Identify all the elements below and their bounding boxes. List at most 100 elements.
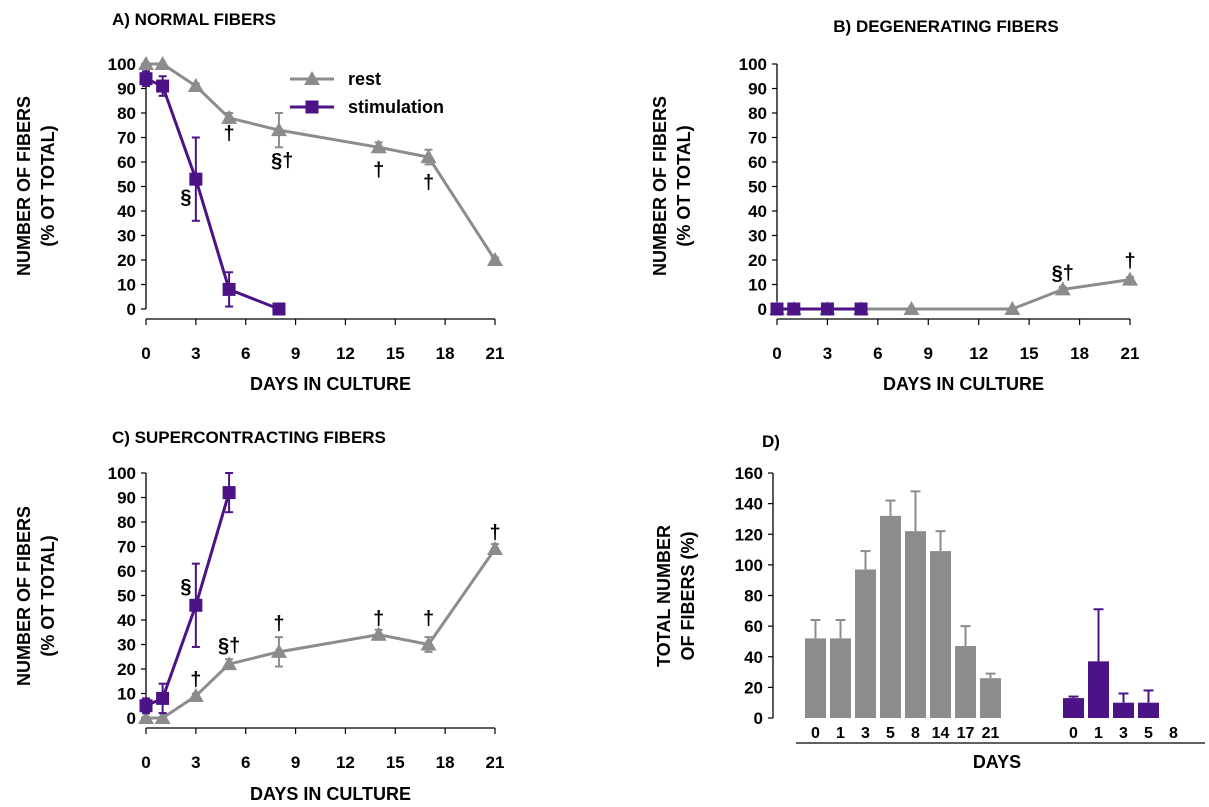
y-tick-label: 80 (744, 587, 763, 606)
y-tick-label: 30 (117, 227, 136, 246)
bar (1063, 698, 1084, 718)
y-tick-label: 100 (108, 464, 136, 483)
significance-mark: § (180, 576, 191, 598)
x-tick-label: 18 (1070, 344, 1089, 363)
y-tick-label: 120 (735, 525, 763, 544)
x-category-label: 1 (1094, 725, 1103, 742)
significance-mark: §† (218, 635, 240, 657)
y-tick-label: 60 (748, 153, 767, 172)
triangle-marker (138, 56, 154, 70)
square-marker (156, 691, 170, 705)
triangle-marker (138, 710, 154, 724)
bar (930, 551, 951, 718)
x-category-label: 8 (911, 725, 920, 742)
triangle-marker (1054, 281, 1071, 296)
y-tick-label: 10 (748, 276, 767, 295)
y-tick-label: 140 (735, 495, 763, 514)
y-axis-label: (% OT TOTAL) (38, 535, 58, 656)
x-tick-label: 21 (486, 753, 505, 772)
triangle-marker (221, 109, 238, 124)
y-axis-label: TOTAL NUMBER (654, 525, 674, 667)
y-tick-label: 0 (127, 709, 136, 728)
x-tick-label: 6 (241, 344, 250, 363)
triangle-marker (487, 540, 503, 555)
y-tick-label: 70 (117, 538, 136, 557)
square-marker (222, 282, 236, 296)
triangle-marker (187, 78, 204, 93)
y-tick-label: 90 (117, 80, 136, 99)
legend-label: stimulation (348, 97, 444, 117)
y-axis-label: NUMBER OF FIBERS (650, 96, 670, 276)
y-tick-label: 40 (117, 611, 136, 630)
x-tick-label: 3 (191, 753, 200, 772)
legend-label: rest (348, 69, 381, 89)
x-tick-label: 15 (386, 753, 405, 772)
square-marker (787, 302, 801, 316)
y-tick-label: 0 (127, 300, 136, 319)
y-tick-label: 60 (117, 562, 136, 581)
triangle-marker (420, 636, 437, 651)
square-marker (139, 72, 153, 86)
chart-title: B) DEGENERATING FIBERS (833, 17, 1058, 36)
y-tick-label: 0 (758, 300, 767, 319)
square-marker (189, 172, 203, 186)
x-tick-label: 12 (336, 344, 355, 363)
bar (855, 569, 876, 718)
y-tick-label: 60 (117, 153, 136, 172)
y-tick-label: 20 (744, 678, 763, 697)
triangle-marker (187, 687, 204, 702)
chart-title: A) NORMAL FIBERS (112, 10, 276, 29)
bar (1113, 702, 1134, 718)
legend: rest stimulation (290, 69, 444, 117)
x-category-label: 3 (1119, 725, 1128, 742)
x-tick-label: 18 (436, 344, 455, 363)
y-axis-label: (% OT TOTAL) (674, 125, 694, 246)
y-tick-label: 160 (735, 464, 763, 483)
chart-title: C) SUPERCONTRACTING FIBERS (112, 428, 386, 447)
y-tick-label: 0 (754, 709, 763, 728)
x-tick-label: 15 (386, 344, 405, 363)
y-tick-label: 100 (739, 55, 767, 74)
x-tick-label: 9 (924, 344, 933, 363)
series-line (145, 492, 231, 708)
x-category-label: 17 (957, 725, 975, 742)
x-tick-label: 12 (969, 344, 988, 363)
triangle-marker (420, 149, 437, 164)
significance-mark: §† (271, 150, 293, 172)
y-axis-label: NUMBER OF FIBERS (14, 506, 34, 686)
x-tick-label: 0 (141, 753, 150, 772)
bar (905, 531, 926, 718)
y-tick-label: 100 (108, 55, 136, 74)
x-tick-label: 9 (291, 753, 300, 772)
x-category-label: 21 (982, 725, 1000, 742)
x-category-label: 3 (861, 725, 870, 742)
x-tick-label: 6 (873, 344, 882, 363)
significance-mark: † (273, 613, 284, 635)
y-tick-label: 100 (735, 556, 763, 575)
bar (980, 678, 1001, 718)
y-tick-label: 40 (748, 202, 767, 221)
square-marker (156, 79, 170, 93)
y-tick-label: 20 (117, 251, 136, 270)
x-category-label: 5 (886, 725, 895, 742)
significance-mark: §† (1052, 263, 1074, 285)
x-category-label: 0 (811, 725, 820, 742)
y-axis-label: NUMBER OF FIBERS (14, 96, 34, 276)
x-axis-label: DAYS IN CULTURE (250, 784, 411, 804)
y-tick-label: 70 (117, 129, 136, 148)
triangle-marker (370, 626, 387, 641)
x-tick-label: 9 (291, 344, 300, 363)
y-tick-label: 90 (748, 80, 767, 99)
significance-mark: † (1124, 250, 1135, 272)
triangle-marker (154, 56, 171, 70)
series-rest (138, 540, 503, 724)
triangle-marker (304, 71, 320, 85)
significance-mark: † (423, 172, 434, 194)
bar (830, 638, 851, 718)
triangle-marker (487, 252, 503, 266)
bar (880, 515, 901, 718)
x-category-label: 5 (1144, 725, 1153, 742)
significance-mark: † (489, 522, 500, 544)
triangle-marker (1004, 301, 1021, 315)
